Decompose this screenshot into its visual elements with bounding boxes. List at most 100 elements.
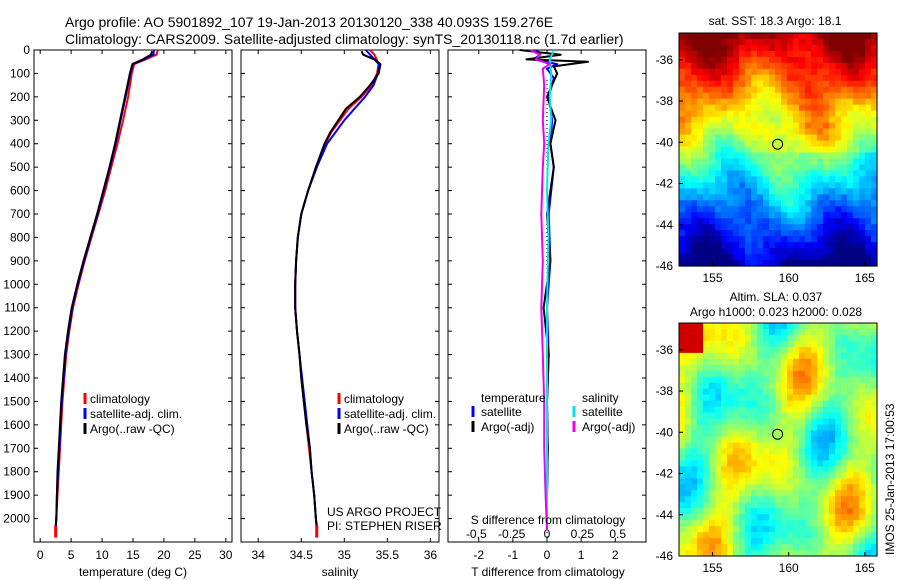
heatmap-cell (829, 98, 836, 106)
heatmap-cell (691, 140, 698, 148)
heatmap-cell (799, 206, 806, 213)
heatmap-cell (823, 352, 830, 360)
heatmap-cell (853, 140, 860, 148)
heatmap-cell (775, 62, 782, 70)
heatmap-cell (865, 116, 872, 124)
heatmap-cell (703, 206, 710, 213)
heatmap-cell (835, 466, 842, 473)
heatmap-cell (847, 364, 854, 372)
heatmap-cell (793, 248, 800, 255)
heatmap-cell (775, 218, 782, 225)
heatmap-cell (709, 532, 716, 539)
heatmap-cell (835, 424, 842, 432)
heatmap-cell (781, 526, 788, 533)
heatmap-cell (787, 406, 794, 414)
heatmap-cell (853, 254, 860, 261)
heatmap-cell (703, 448, 710, 456)
heatmap-cell (703, 182, 710, 189)
heatmap-cell (823, 448, 830, 456)
heatmap-cell (679, 418, 686, 426)
heatmap-cell (679, 400, 686, 408)
heatmap-cell (679, 86, 686, 94)
heatmap-cell (847, 538, 854, 545)
heatmap-cell (871, 376, 878, 384)
heatmap-cell (721, 532, 728, 539)
heatmap-cell (811, 218, 818, 225)
sst-map-panel: sat. SST: 18.3 Argo: 18.1 155 160 165-36-3… (656, 14, 878, 285)
heatmap-cell (775, 484, 782, 491)
heatmap-cell (847, 382, 854, 390)
heatmap-cell (745, 242, 752, 249)
heatmap-cell (781, 104, 788, 112)
heatmap-cell (697, 496, 704, 503)
heatmap-cell (697, 484, 704, 491)
heatmap-cell (685, 490, 692, 497)
heatmap-cell (685, 382, 692, 390)
heatmap-cell (799, 170, 806, 177)
heatmap-cell (685, 460, 692, 467)
heatmap-cell (787, 358, 794, 366)
heatmap-cell (691, 116, 698, 124)
heatmap-cell (841, 188, 848, 195)
heatmap-cell (793, 532, 800, 539)
heatmap-cell (685, 430, 692, 438)
heatmap-cell (871, 412, 878, 420)
heatmap-cell (793, 86, 800, 94)
heatmap-cell (817, 188, 824, 195)
heatmap-cell (679, 194, 686, 201)
heatmap-cell (691, 382, 698, 390)
heatmap-cell (709, 236, 716, 243)
heatmap-cell (805, 248, 812, 255)
heatmap-cell (685, 424, 692, 432)
heatmap-cell (823, 50, 830, 58)
heatmap-cell (721, 224, 728, 231)
heatmap-cell (769, 44, 776, 52)
heatmap-cell (715, 520, 722, 527)
heatmap-cell (829, 236, 836, 243)
sst-map-frame (678, 32, 878, 267)
heatmap-cell (769, 346, 776, 354)
heatmap-cell (781, 158, 788, 166)
heatmap-cell (805, 484, 812, 491)
heatmap-cell (763, 62, 770, 70)
heatmap-cell (781, 323, 788, 330)
heatmap-cell (715, 98, 722, 106)
heatmap-cell (721, 50, 728, 58)
heatmap-cell (685, 364, 692, 372)
heatmap-cell (691, 164, 698, 172)
heatmap-cell (865, 346, 872, 354)
heatmap-cell (703, 218, 710, 225)
heatmap-cell (703, 406, 710, 414)
heatmap-cell (787, 442, 794, 450)
heatmap-cell (763, 134, 770, 142)
heatmap-cell (691, 496, 698, 503)
heatmap-cell (841, 496, 848, 503)
heatmap-cell (823, 92, 830, 100)
heatmap-cell (769, 382, 776, 390)
heatmap-cell (805, 418, 812, 426)
heatmap-cell (763, 110, 770, 118)
heatmap-cell (715, 466, 722, 473)
heatmap-cell (691, 110, 698, 118)
series-line-argo-raw-qc- (54, 50, 154, 526)
heatmap-cell (817, 50, 824, 58)
heatmap-cell (841, 502, 848, 509)
heatmap-cell (751, 328, 758, 336)
heatmap-cell (697, 98, 704, 106)
heatmap-cell (853, 502, 860, 509)
heatmap-cell (811, 418, 818, 426)
heatmap-cell (691, 128, 698, 136)
heatmap-cell (739, 134, 746, 142)
heatmap-cell (679, 466, 686, 473)
heatmap-cell (865, 442, 872, 450)
heatmap-cell (805, 323, 812, 330)
heatmap-cell (739, 248, 746, 255)
heatmap-cell (871, 364, 878, 372)
heatmap-cell (799, 358, 806, 366)
heatmap-cell (817, 466, 824, 473)
heatmap-cell (739, 538, 746, 545)
x-tick-label: 36 (424, 548, 438, 562)
heatmap-cell (691, 260, 698, 267)
heatmap-cell (721, 424, 728, 432)
heatmap-cell (733, 170, 740, 177)
